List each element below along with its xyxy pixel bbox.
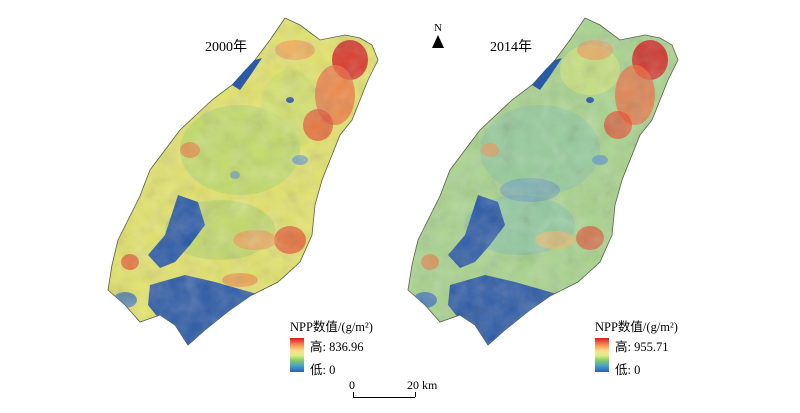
legend-2000: NPP数值/(g/m²) 高: 836.96 低: 0 xyxy=(290,316,373,377)
north-label: N xyxy=(434,22,442,34)
npp-map-2000 xyxy=(107,17,379,346)
npp-map-2014 xyxy=(407,17,679,346)
legend-title: NPP数值/(g/m²) xyxy=(595,320,678,334)
legend-title: NPP数值/(g/m²) xyxy=(290,320,373,334)
map-panel-2000: 2000年 NPP数值/(g/m²) 高: 836.96 低: 0 xyxy=(107,17,379,377)
scale-bar: 0 20 km xyxy=(340,378,450,408)
legend-high-label: 高: 836.96 xyxy=(310,340,364,354)
year-label: 2000年 xyxy=(205,40,247,55)
legend-low-label: 低: 0 xyxy=(310,363,336,377)
legend-scale: 高: 955.71 低: 0 xyxy=(595,336,735,396)
color-ramp xyxy=(595,338,609,372)
scale-tick-left xyxy=(353,392,354,397)
north-arrow-icon: N xyxy=(431,22,445,48)
legend-scale: 高: 836.96 低: 0 xyxy=(290,336,430,396)
legend-low-label: 低: 0 xyxy=(615,363,641,377)
legend-2014: NPP数值/(g/m²) 高: 955.71 低: 0 xyxy=(595,316,678,377)
scale-tick-right xyxy=(415,392,416,397)
legend-high-label: 高: 955.71 xyxy=(615,340,669,354)
scale-start-label: 0 xyxy=(349,378,355,392)
year-label: 2014年 xyxy=(490,40,532,55)
scale-end-label: 20 km xyxy=(407,378,438,392)
scale-line xyxy=(353,397,415,398)
color-ramp xyxy=(290,338,304,372)
north-arrow-glyph xyxy=(432,35,444,48)
map-panel-2014: 2014年 NPP数值/(g/m²) 高: 955.71 低: 0 xyxy=(400,0,800,413)
